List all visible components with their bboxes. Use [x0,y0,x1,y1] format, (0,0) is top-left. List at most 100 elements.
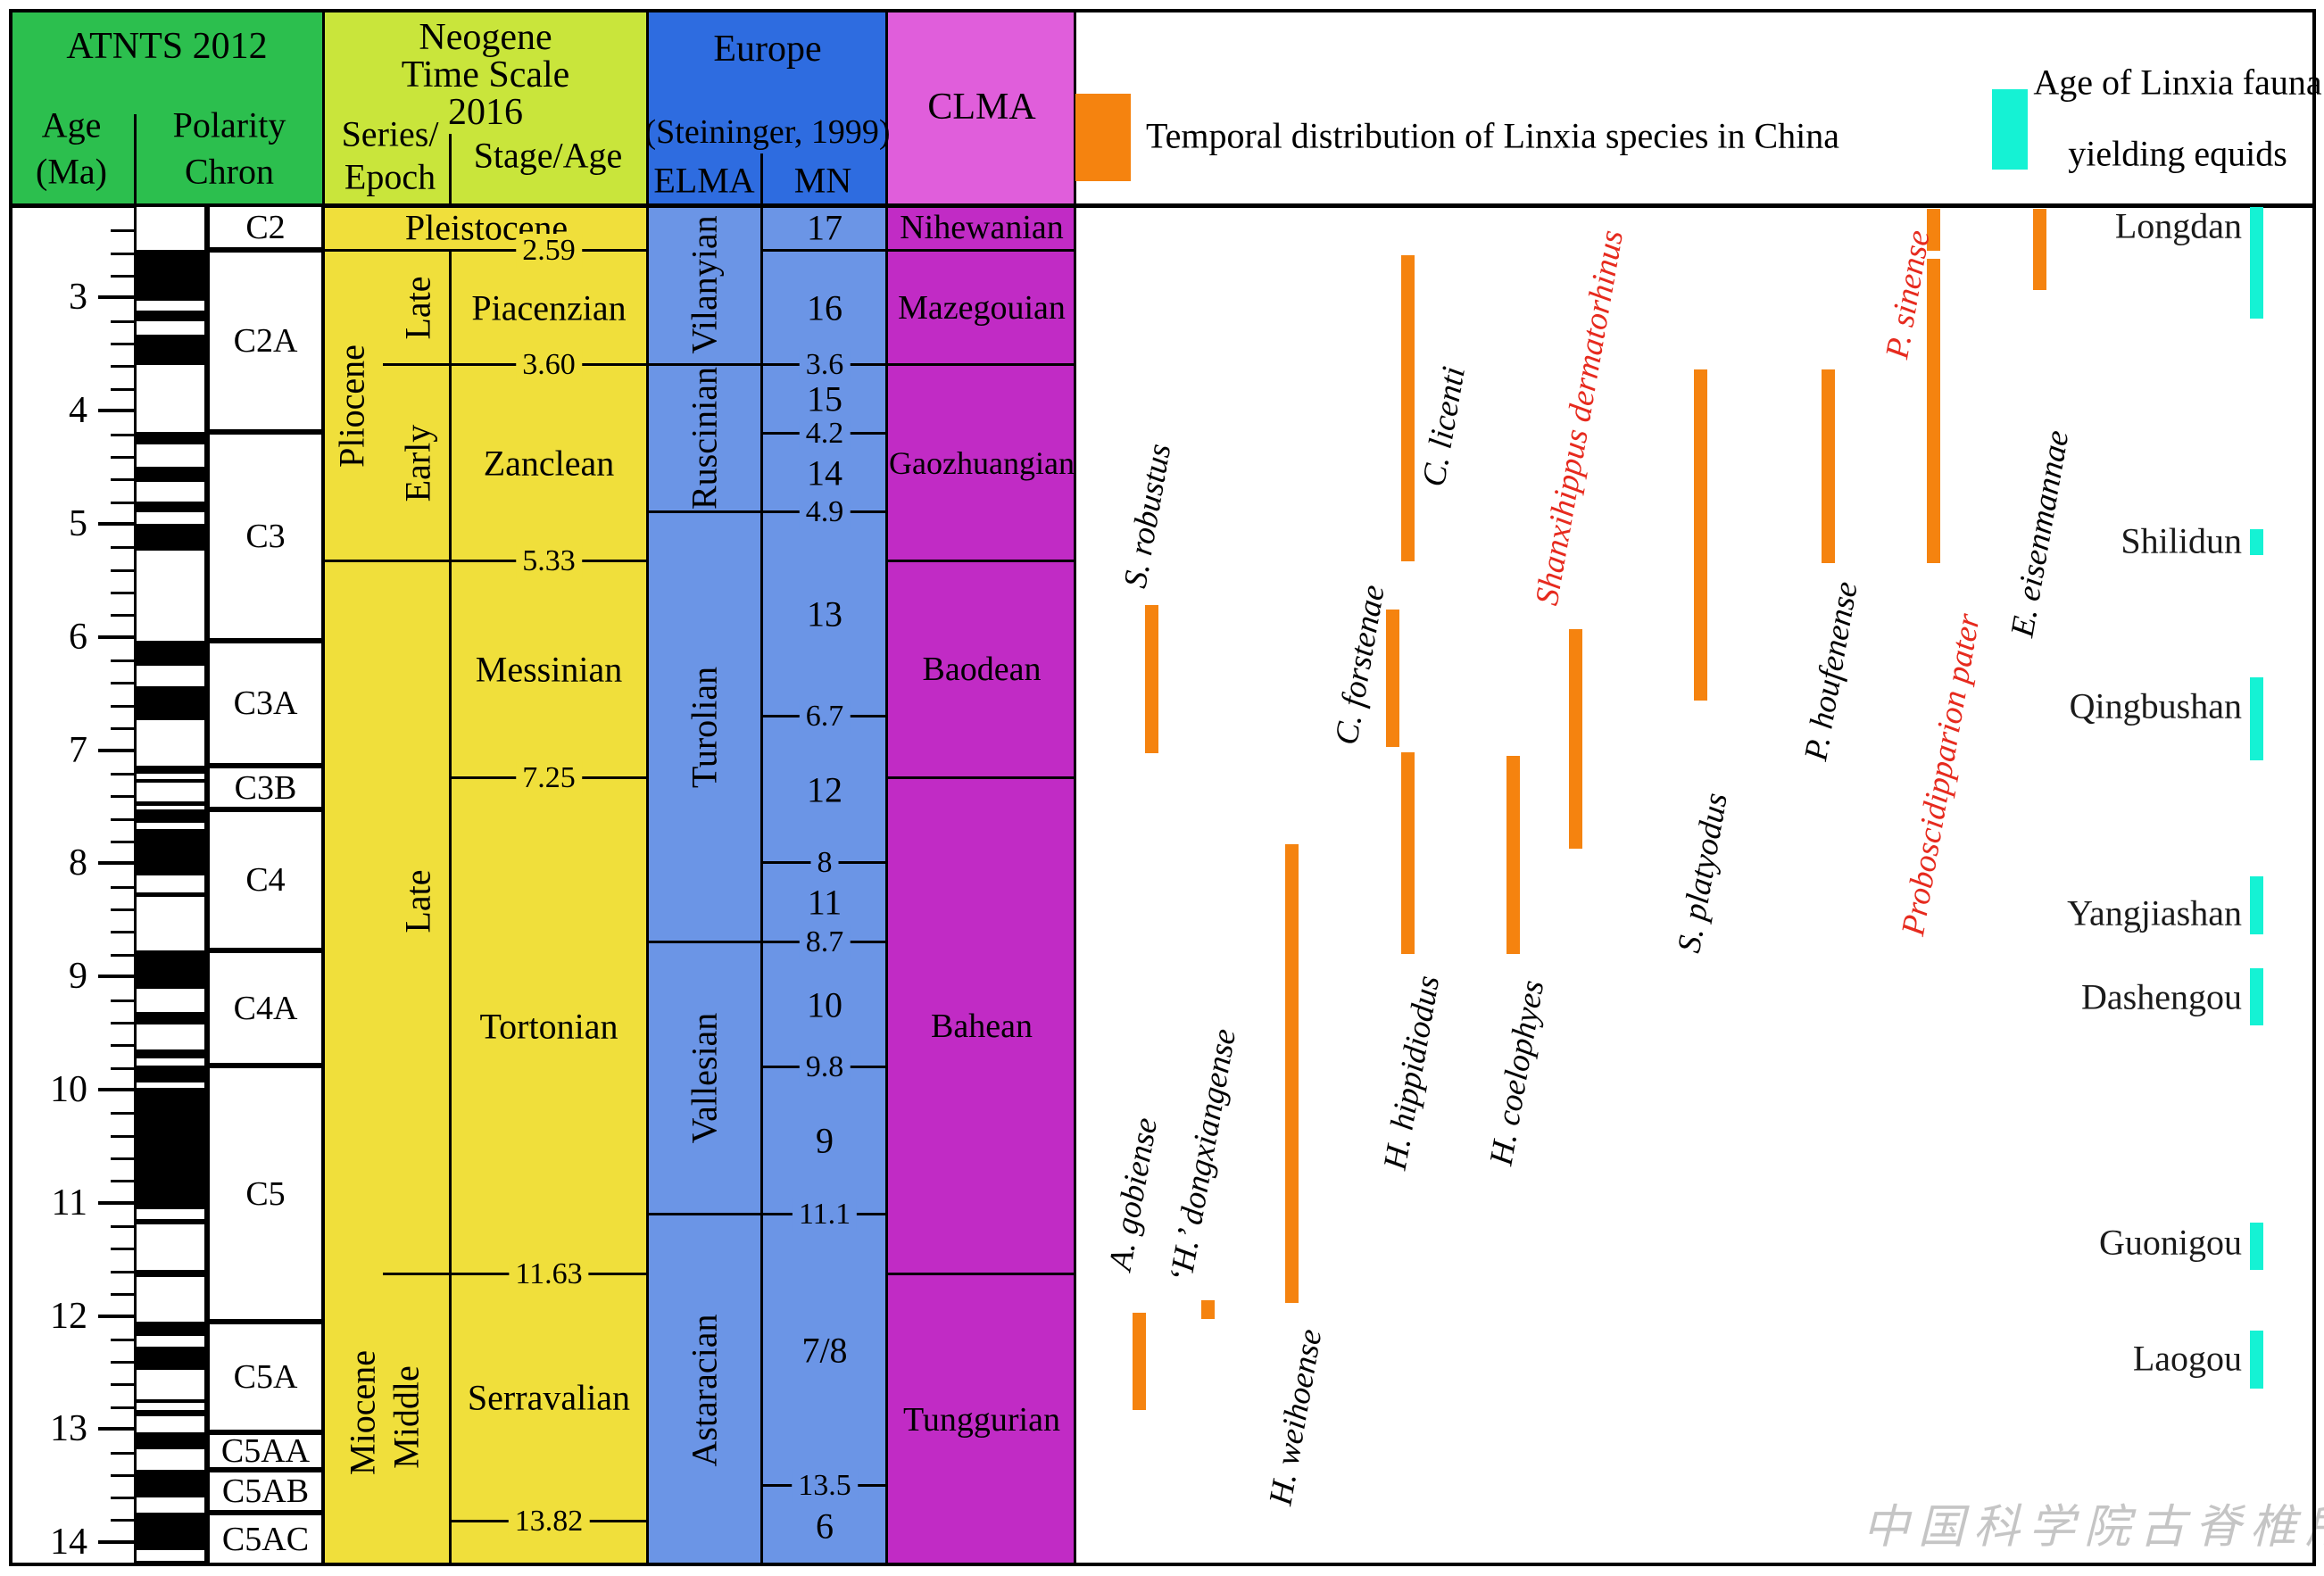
normal-polarity-block [137,950,204,989]
minor-tick-line [111,818,134,821]
cyan-legend-label-line1: Age of Linxia fauna [2033,62,2322,103]
age-tick-label: 13 [50,1408,87,1449]
normal-polarity-block [137,1270,204,1277]
fauna-site-bar [2250,968,2263,1025]
normal-polarity-block [137,1399,204,1403]
normal-polarity-block [137,1347,204,1370]
stage-boundary-age: 11.63 [509,1257,589,1291]
minor-tick-line [111,886,134,889]
boundary-line [648,1213,887,1215]
mn-boundary-age: 8 [810,846,839,880]
stage-boundary-age: 7.25 [516,761,582,795]
normal-polarity-block [137,801,204,806]
mn-zone-label: 14 [807,452,842,494]
fauna-site-bar [2250,1331,2263,1389]
normal-polarity-block [137,1513,204,1550]
stage-label: Piacenzian [471,287,627,328]
species-label: H. coelophyes [1482,977,1552,1168]
mn-boundary-age: 8.7 [799,925,851,959]
stage-boundary-age: 13.82 [508,1505,590,1539]
column-divider-line [449,251,452,1566]
normal-polarity-block [137,335,204,365]
epoch-stage-body [324,204,648,1566]
species-range-bar [1694,369,1707,701]
major-tick-line [98,975,134,978]
age-tick-label: 7 [69,730,87,771]
normal-polarity-block [137,766,204,774]
chron-box: C5AB [207,1470,324,1513]
species-label: S. robustus [1116,441,1179,591]
minor-tick-line [111,1067,134,1070]
fauna-site-label: Yangjiashan [2067,892,2242,933]
fauna-site-label: Guonigou [2099,1222,2242,1263]
epoch-label: Late [397,276,438,340]
normal-polarity-block [137,641,204,666]
normal-polarity-block [137,432,204,444]
mn-zone-label: 6 [816,1505,834,1547]
age-tick-label: 10 [50,1069,87,1110]
normal-polarity-block [137,1088,204,1209]
minor-tick-line [111,456,134,459]
minor-tick-line [111,841,134,843]
neogene-title-line3: 2016 [448,92,523,133]
normal-polarity-block [137,250,204,301]
elma-label: Turolian [684,666,725,789]
clma-label: Nihewanian [900,209,1064,246]
species-label: P. houfenense [1797,578,1865,764]
minor-tick-line [111,1497,134,1499]
stage-boundary-age: 3.60 [516,348,582,382]
minor-tick-line [111,365,134,368]
species-range-bar [1401,752,1415,954]
species-range-bar [1386,610,1399,747]
neogene-title-line1: Neogene [419,17,552,58]
mn-boundary-age: 9.8 [799,1050,851,1084]
orange-legend-label: Temporal distribution of Linxia species … [1146,115,1840,156]
watermark: 中国科学院古脊椎所 [1862,1502,2324,1554]
boundary-line [887,1273,1075,1275]
major-tick-line [98,1201,134,1205]
mn-boundary-age: 6.7 [799,700,851,734]
neogene-title-line2: Time Scale [401,54,570,95]
minor-tick-line [111,795,134,798]
column-divider-line [134,114,137,203]
age-tick-label: 4 [69,390,87,431]
minor-tick-line [111,1135,134,1138]
minor-tick-line [111,1022,134,1024]
species-range-bar [2033,209,2046,290]
chron-box: C3B [207,766,324,809]
clma-label: Mazegouian [898,289,1066,327]
major-tick-line [98,1315,134,1318]
normal-polarity-block [137,1410,204,1416]
elma-label: Vallesian [684,1012,725,1144]
minor-tick-line [111,1157,134,1160]
minor-tick-line [111,682,134,684]
stage-boundary-age: 2.59 [516,234,582,268]
mn-zone-label: 9 [816,1120,834,1161]
fauna-site-bar [2250,677,2263,760]
atnts-header-box [9,9,324,204]
major-tick-line [98,749,134,752]
normal-polarity-block [137,311,204,321]
mn-zone-label: 13 [807,593,842,635]
europe-title: Europe [713,29,822,70]
major-tick-line [98,861,134,865]
chron-box: C5 [207,1066,324,1322]
minor-tick-line [111,1519,134,1522]
chron-box: C3A [207,641,324,766]
major-tick-line [98,522,134,526]
mn-zone-label: 15 [807,378,842,419]
minor-tick-line [111,569,134,572]
stage-label: Messinian [475,649,623,690]
epoch-header: Epoch [344,156,436,197]
minor-tick-line [111,1180,134,1182]
normal-polarity-block [137,1049,204,1058]
normal-polarity-block [137,686,204,720]
fauna-site-label: Longdan [2114,205,2242,246]
elma-header: ELMA [653,160,755,201]
age-tick-label: 3 [69,277,87,318]
minor-tick-line [111,1000,134,1002]
epoch-label: Middle [386,1365,427,1469]
chron-box: C2 [207,204,324,250]
species-label: H. hippidiodus [1376,973,1448,1173]
minor-tick-line [111,478,134,481]
